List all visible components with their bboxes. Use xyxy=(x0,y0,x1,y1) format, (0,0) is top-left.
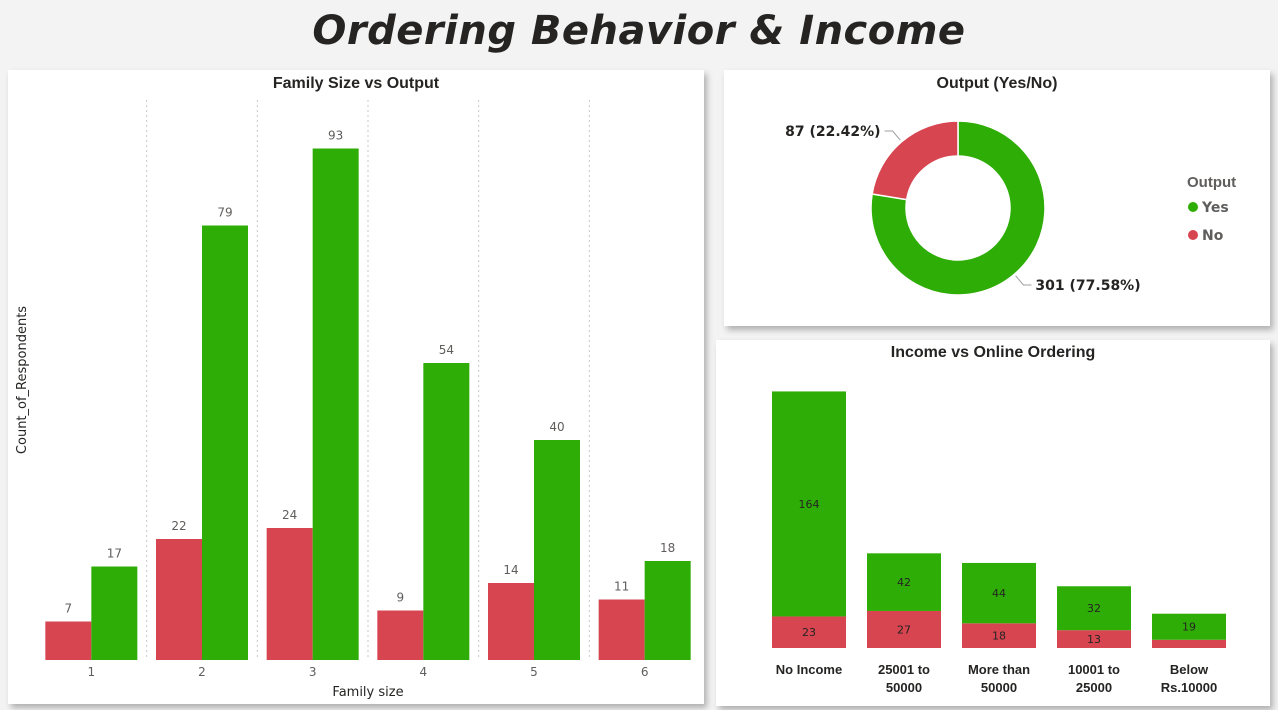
data-label: 7 xyxy=(65,602,73,616)
stack-no xyxy=(1152,639,1226,648)
x-tick-label: 25001 to xyxy=(878,662,930,677)
y-axis-label: Count_of_Respondents xyxy=(15,306,30,454)
family-size-chart: 7 17 1 22 79 2 24 93 3 9 54 4 14 40 5 11 18 6 Family size C… xyxy=(15,100,691,700)
stack-yes xyxy=(867,553,941,611)
data-label: 18 xyxy=(992,630,1006,643)
donut-slice-yes xyxy=(870,120,1046,296)
data-label: 54 xyxy=(439,343,454,357)
legend-label-yes: Yes xyxy=(1201,200,1229,216)
leader-line xyxy=(884,130,901,141)
data-label: 14 xyxy=(503,563,518,577)
family-size-chart-panel: Family Size vs Output 7 17 1 22 79 2 24 93 3 9 54 4… xyxy=(8,70,704,704)
x-tick-label: 6 xyxy=(641,665,649,679)
x-tick-label: 3 xyxy=(309,665,317,679)
legend-marker-yes xyxy=(1188,202,1198,212)
stack-yes xyxy=(1152,613,1226,640)
data-label: 23 xyxy=(802,626,816,639)
data-label: 19 xyxy=(1182,621,1196,634)
slice-label-no: 87 (22.42%) xyxy=(785,124,880,140)
x-tick-label: 4 xyxy=(420,665,428,679)
x-tick-label: 5 xyxy=(530,665,538,679)
stack-no xyxy=(962,623,1036,648)
bar-no xyxy=(377,610,424,660)
bar-no xyxy=(488,583,534,660)
data-label: 79 xyxy=(217,206,232,220)
x-tick-label: Below xyxy=(1170,662,1209,677)
bar-no xyxy=(598,599,645,660)
stack-yes xyxy=(962,562,1036,624)
bar-yes xyxy=(423,363,470,660)
bar-no xyxy=(45,621,92,660)
output-donut-chart: 301 (77.58%) 87 (22.42%) Output Yes No xyxy=(785,120,1236,296)
stack-yes xyxy=(1057,586,1131,631)
legend-marker-no xyxy=(1188,230,1198,240)
bar-yes xyxy=(91,566,138,660)
bar-yes xyxy=(534,440,580,660)
x-tick-label: 50000 xyxy=(981,680,1017,695)
bar-yes xyxy=(312,148,359,660)
legend-title: Output xyxy=(1187,174,1236,191)
data-label: 9 xyxy=(397,591,405,605)
bar-yes xyxy=(202,225,248,660)
data-label: 93 xyxy=(328,129,343,143)
bar-no xyxy=(156,539,202,660)
slice-label-yes: 301 (77.58%) xyxy=(1035,278,1140,294)
income-chart-title: Income vs Online Ordering xyxy=(890,344,1096,361)
output-chart-title: Output (Yes/No) xyxy=(936,75,1058,92)
page-title: Ordering Behavior & Income xyxy=(312,8,966,54)
data-label: 32 xyxy=(1087,602,1101,615)
bar-yes xyxy=(644,561,691,660)
x-tick-label: 10001 to xyxy=(1068,662,1120,677)
income-chart-panel: Income vs Online Ordering 23 164 No Income… xyxy=(716,340,1270,706)
leader-line xyxy=(1015,275,1032,286)
data-label: 164 xyxy=(799,498,820,511)
stack-yes xyxy=(772,391,846,617)
data-label: 40 xyxy=(549,420,564,434)
data-label: 18 xyxy=(660,541,675,555)
data-label: 11 xyxy=(614,580,629,594)
x-tick-label: 50000 xyxy=(886,680,922,695)
x-tick-label: No Income xyxy=(776,662,842,677)
legend-label-no: No xyxy=(1202,228,1224,244)
x-tick-label: 1 xyxy=(88,665,96,679)
family-chart-title: Family Size vs Output xyxy=(272,75,440,92)
x-tick-label: Rs.10000 xyxy=(1161,680,1217,695)
data-label: 22 xyxy=(171,519,186,533)
data-label: 13 xyxy=(1087,633,1101,646)
income-chart: 23 164 No Income 27 42 25001 to 50000 18 44 More … xyxy=(772,391,1226,695)
stack-no xyxy=(867,610,941,648)
x-tick-label: More than xyxy=(968,662,1030,677)
bar-no xyxy=(266,528,313,660)
data-label: 24 xyxy=(282,508,297,522)
data-label: 42 xyxy=(897,576,911,589)
donut-slice-no xyxy=(871,120,959,201)
stack-no xyxy=(1057,630,1131,648)
x-axis-label: Family size xyxy=(332,685,403,700)
output-donut-panel: Output (Yes/No) 301 (77.58%) 87 (22.42%) O… xyxy=(724,70,1270,326)
x-tick-label: 25000 xyxy=(1076,680,1112,695)
stack-no xyxy=(772,616,846,648)
data-label: 27 xyxy=(897,623,911,636)
data-label: 44 xyxy=(992,587,1006,600)
data-label: 17 xyxy=(107,547,122,561)
x-tick-label: 2 xyxy=(198,665,206,679)
